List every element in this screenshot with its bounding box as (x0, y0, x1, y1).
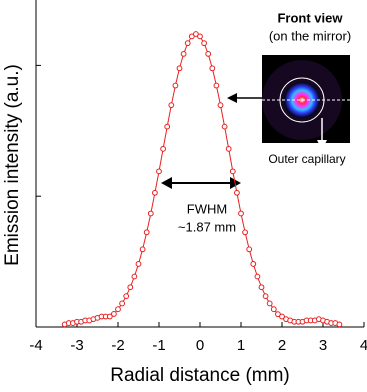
x-tick-label: -2 (111, 337, 124, 354)
x-tick-label: -1 (152, 337, 165, 354)
x-tick-label: 0 (196, 337, 204, 354)
x-axis-label: Radial distance (mm) (110, 365, 290, 386)
x-tick-label: -3 (70, 337, 83, 354)
x-tick-label: 3 (319, 337, 327, 354)
data-point (188, 33, 195, 40)
data-point (238, 210, 244, 217)
data-point (164, 123, 171, 130)
x-tick-label: 1 (237, 337, 245, 354)
data-point (258, 284, 265, 291)
data-point (176, 65, 183, 72)
data-point (270, 306, 277, 313)
data-point (229, 168, 236, 175)
data-point (119, 300, 125, 307)
data-point (201, 40, 208, 47)
data-point (111, 311, 117, 317)
y-axis-label: Emission intensity (a.u.) (2, 64, 23, 266)
data-point (197, 33, 203, 40)
annotation: (on the mirror) (269, 28, 351, 43)
annotation: Front view (277, 10, 343, 25)
data-point (246, 246, 253, 253)
x-tick-label: 2 (278, 337, 286, 354)
data-point (225, 145, 232, 152)
data-point (234, 189, 240, 196)
data-point (209, 65, 216, 72)
data-point (266, 300, 273, 307)
data-point (168, 102, 175, 109)
data-point (123, 293, 130, 300)
data-point (139, 246, 146, 253)
x-tick-label: -4 (29, 337, 42, 354)
data-point (131, 273, 138, 280)
data-point (193, 31, 199, 37)
annotation: ~1.87 mm (178, 219, 236, 234)
data-point (127, 284, 134, 291)
data-point (143, 229, 150, 236)
data-point (279, 313, 285, 320)
data-point (156, 168, 162, 175)
fwhm-arrowhead (161, 177, 172, 189)
annotation: FWHM (187, 201, 227, 216)
data-point (254, 273, 261, 280)
data-point (213, 82, 220, 89)
data-point (217, 102, 224, 109)
x-tick-label: 4 (360, 337, 367, 354)
data-point (172, 82, 179, 89)
data-point (336, 321, 343, 328)
data-point (106, 313, 113, 320)
data-point (147, 210, 154, 217)
data-point (205, 50, 212, 57)
data-point (250, 261, 257, 267)
annotation: Outer capillary (268, 152, 345, 166)
data-point (242, 229, 249, 236)
data-point (135, 261, 142, 267)
data-point (160, 145, 167, 152)
data-point (275, 311, 281, 318)
data-point (115, 306, 121, 313)
pointer-arrowhead (227, 93, 237, 103)
data-point (262, 293, 269, 300)
data-point (184, 40, 191, 47)
data-point (180, 50, 187, 57)
data-point (221, 123, 228, 130)
data-point (152, 189, 158, 196)
inset-arrowhead (317, 140, 327, 150)
